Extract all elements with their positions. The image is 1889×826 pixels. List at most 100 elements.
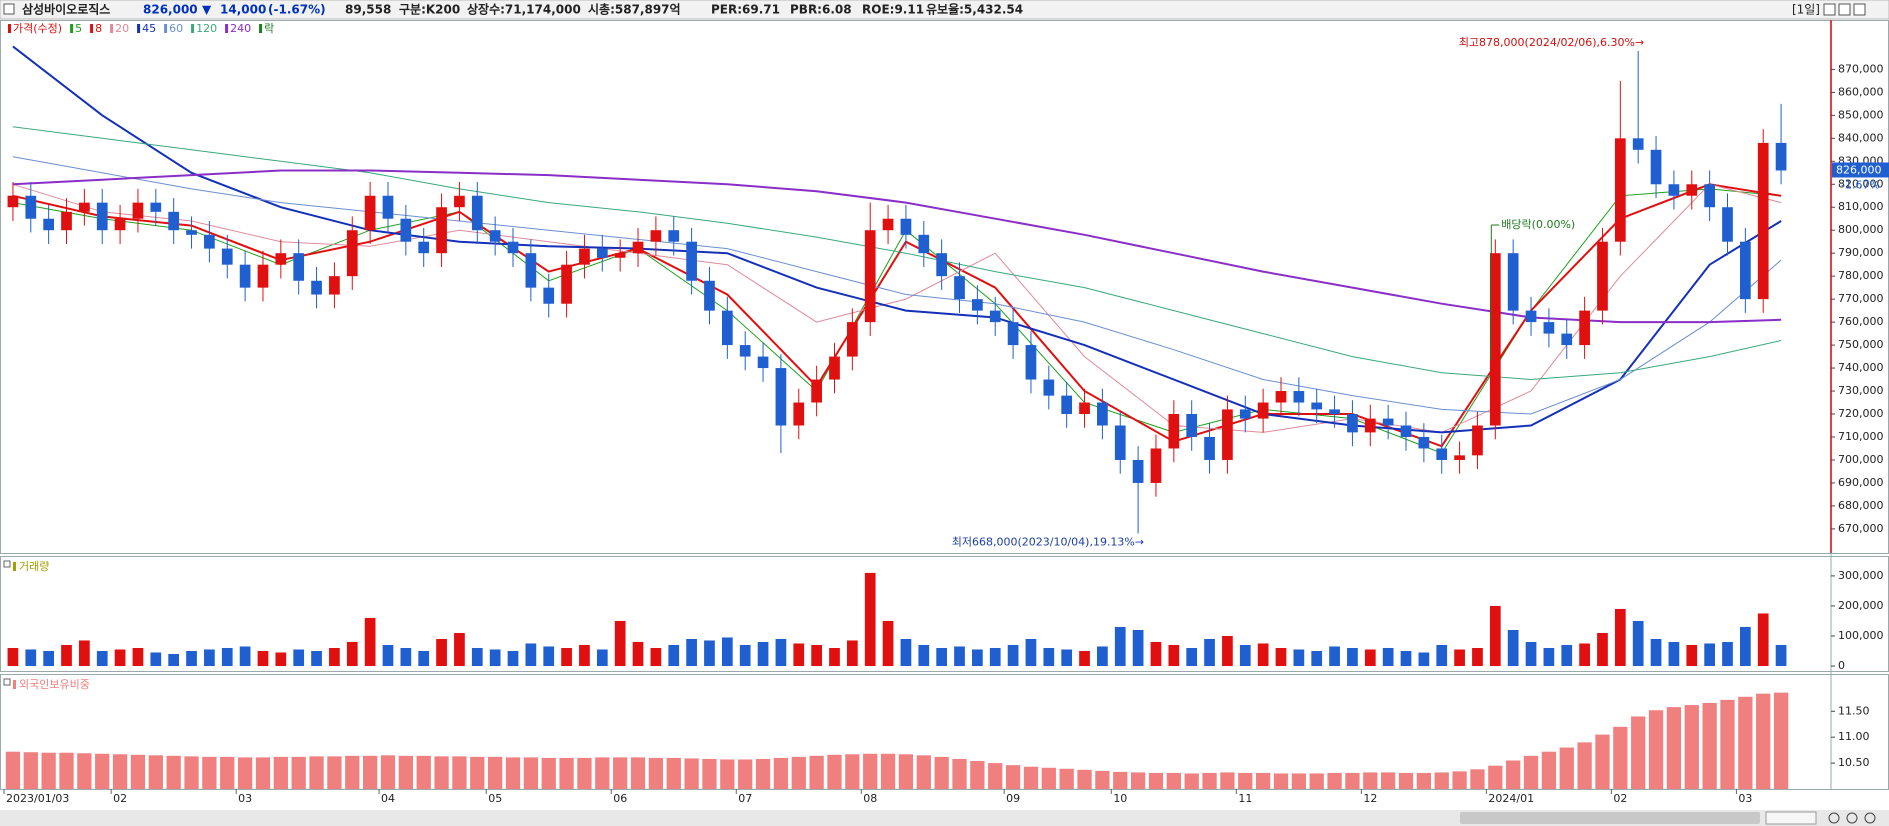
bar [1416,772,1432,789]
zoom-reset[interactable] [1864,812,1876,824]
bar [1595,734,1610,789]
y-tick-label: 670,000 [1838,522,1884,535]
candle-body [150,202,162,212]
minimize-button[interactable] [1823,3,1836,16]
bar [329,647,340,666]
bar [1579,643,1590,666]
bar [293,649,305,666]
candle-body [471,195,483,231]
x-tick-label: 03 [238,792,252,805]
bar [1275,647,1287,666]
bar [972,649,983,666]
bar [471,647,483,666]
candle-body [1704,184,1715,208]
close-button[interactable] [1853,3,1866,16]
panel-swatch [13,562,16,571]
bar [380,755,396,789]
bar [684,758,699,789]
y-tick-label: 860,000 [1838,85,1884,98]
zoom-out[interactable] [1828,812,1840,824]
bar [1756,693,1771,789]
x-tick-label: 06 [613,792,627,805]
maximize-button[interactable] [1838,3,1851,16]
x-tick-label: 05 [488,792,502,805]
bar [648,757,664,789]
bar [1382,647,1394,666]
y-tick-label: 11.50 [1838,704,1870,717]
zoom-slider[interactable] [1765,811,1817,825]
candle-body [61,211,72,231]
bar [1470,769,1485,789]
x-tick-label: 09 [1006,792,1020,805]
candle-body [1472,425,1483,456]
moving-average [12,169,1782,324]
x-tick-label: 02 [113,792,127,805]
panel-title: 거래량 [19,560,49,573]
header-checkbox[interactable] [3,3,15,15]
y-tick-label: 680,000 [1838,499,1884,512]
bar [845,754,860,789]
candle-body [1525,310,1537,323]
y-tick-label: 730,000 [1838,384,1884,397]
bar [418,650,430,666]
scrollbar[interactable] [0,810,1889,826]
candle-body [739,345,751,357]
candle-body [311,280,322,295]
bar [79,640,90,666]
bar [1150,641,1162,666]
candle-body [489,230,501,242]
legend-swatch [137,24,141,33]
candle-body [686,241,697,281]
bar [184,756,199,789]
candle-body [543,287,555,304]
bar [327,756,342,789]
moving-average [12,126,1782,381]
candle-body [96,202,108,231]
bar [720,759,735,789]
candle-body [1668,184,1680,196]
bar [952,758,967,789]
bar [1363,772,1378,789]
bar [507,650,519,666]
bar [1007,644,1019,666]
bar [1472,647,1483,666]
bar [23,752,38,789]
zoom-in[interactable] [1846,812,1858,824]
bar [186,650,197,666]
bar [1311,650,1323,666]
candle-body [596,248,608,258]
bar [880,753,896,789]
bar [454,632,465,666]
bar [257,650,269,666]
candle-body [525,253,537,288]
bar [1668,641,1680,666]
bar [1327,772,1342,789]
bar [309,756,324,789]
bar [1597,632,1608,666]
bar [398,755,413,789]
bar [988,763,1003,789]
bar [275,652,287,666]
bar [1202,772,1217,789]
info: 시총:587,897억 [588,2,681,17]
bar [1257,643,1269,666]
candle-body [1632,138,1644,150]
legend-label: 60 [169,22,183,35]
bar [791,756,806,789]
scroll-thumb[interactable] [1460,812,1760,824]
legend-label: 8 [95,22,102,35]
candle-body [1061,395,1073,415]
candle-body [1489,253,1501,426]
candle-body [811,379,822,403]
bar [1452,771,1467,789]
candle-body [1114,425,1126,460]
moving-average [12,156,1782,415]
bar [255,757,271,789]
bar [595,757,610,789]
bar [579,644,590,666]
period[interactable]: [1일] [1792,3,1820,17]
bar [5,751,21,789]
